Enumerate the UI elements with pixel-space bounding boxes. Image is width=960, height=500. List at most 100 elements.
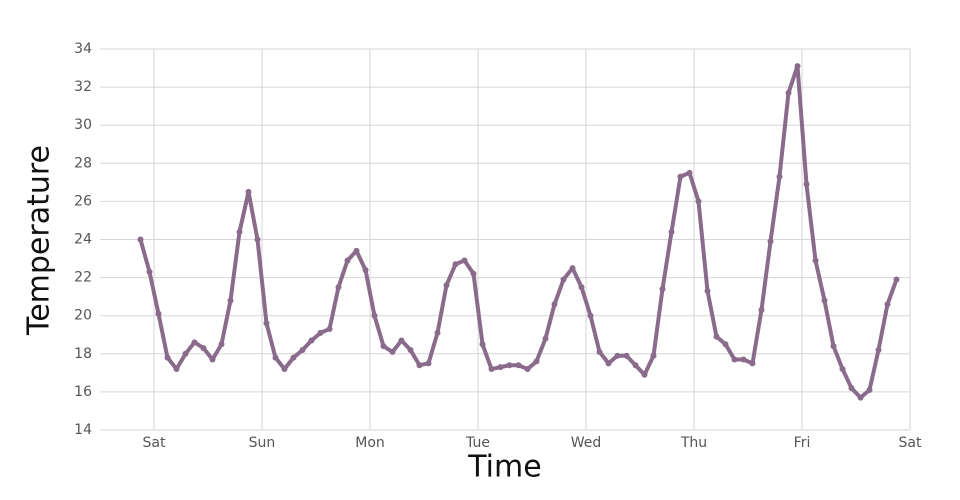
- x-tick-label: Fri: [794, 435, 811, 451]
- data-point: [362, 266, 369, 273]
- x-tick-label: Sun: [249, 435, 276, 451]
- data-point: [335, 284, 342, 291]
- data-point: [884, 301, 891, 308]
- data-point: [515, 362, 522, 369]
- data-point: [227, 297, 234, 304]
- y-tick-label: 30: [74, 117, 92, 133]
- y-tick-label: 20: [74, 308, 92, 324]
- data-point: [281, 366, 288, 373]
- data-point: [542, 335, 549, 342]
- data-point: [659, 286, 666, 293]
- y-tick-label: 24: [74, 232, 92, 248]
- data-point: [263, 320, 270, 327]
- x-tick-label: Wed: [571, 435, 602, 451]
- y-tick-label: 28: [74, 155, 92, 171]
- y-tick-label: 14: [74, 422, 92, 438]
- data-point: [614, 352, 621, 359]
- data-point: [785, 89, 792, 96]
- data-point: [407, 346, 414, 353]
- data-point: [308, 337, 315, 344]
- data-point: [704, 287, 711, 294]
- data-point: [326, 326, 333, 333]
- data-point: [380, 343, 387, 350]
- y-tick-label: 22: [74, 270, 92, 286]
- data-point: [317, 329, 324, 336]
- data-point: [641, 371, 648, 378]
- line: [138, 64, 899, 400]
- y-tick-label: 26: [74, 193, 92, 209]
- data-point: [695, 198, 702, 205]
- data-point: [731, 356, 738, 363]
- data-point: [866, 386, 873, 393]
- data-point: [749, 360, 756, 367]
- data-point: [236, 228, 243, 235]
- data-point: [803, 181, 810, 188]
- data-point: [290, 354, 297, 361]
- data-point: [830, 343, 837, 350]
- y-tick-label: 16: [74, 384, 92, 400]
- data-point: [848, 385, 855, 392]
- data-point: [578, 284, 585, 291]
- data-point: [776, 173, 783, 180]
- data-point: [200, 345, 207, 352]
- data-point: [758, 306, 765, 313]
- data-point: [677, 173, 684, 180]
- y-axis-title: Temperature: [22, 145, 57, 336]
- data-point: [479, 341, 486, 348]
- data-point: [551, 301, 558, 308]
- data-point: [632, 362, 639, 369]
- data-point: [398, 337, 405, 344]
- data-point: [857, 394, 864, 401]
- data-point: [416, 362, 423, 369]
- data-point: [155, 310, 162, 317]
- data-point: [488, 366, 495, 373]
- x-tick-label: Thu: [680, 435, 707, 451]
- data-point: [452, 261, 459, 268]
- data-point: [353, 247, 360, 254]
- x-tick-label: Sat: [143, 435, 166, 451]
- data-point: [218, 341, 225, 348]
- data-point: [245, 188, 252, 195]
- data-point: [497, 364, 504, 371]
- data-point: [560, 276, 567, 283]
- data-point: [596, 348, 603, 355]
- data-point: [605, 360, 612, 367]
- y-tick-label: 32: [74, 79, 92, 95]
- data-point: [173, 366, 180, 373]
- data-point: [209, 356, 216, 363]
- data-point: [587, 312, 594, 319]
- data-point: [344, 257, 351, 264]
- data-point: [722, 341, 729, 348]
- data-point: [506, 362, 513, 369]
- data-point: [461, 257, 468, 264]
- data-point: [839, 366, 846, 373]
- data-point: [146, 268, 153, 275]
- x-tick-label: Sat: [899, 435, 922, 451]
- data-point: [821, 297, 828, 304]
- data-point: [524, 366, 531, 373]
- data-point: [875, 346, 882, 353]
- data-point: [767, 238, 774, 245]
- data-point: [794, 63, 801, 70]
- data-point: [299, 346, 306, 353]
- data-point: [272, 354, 279, 361]
- data-point: [668, 228, 675, 235]
- data-point: [254, 236, 261, 243]
- data-point: [425, 360, 432, 367]
- data-point: [533, 358, 540, 365]
- data-point: [623, 352, 630, 359]
- data-point: [812, 257, 819, 264]
- y-tick-label: 34: [74, 41, 92, 57]
- data-point: [650, 352, 657, 359]
- data-point: [371, 312, 378, 319]
- x-axis-title: Time: [467, 450, 541, 485]
- data-point: [434, 329, 441, 336]
- data-point: [182, 350, 189, 357]
- data-point: [191, 339, 198, 346]
- x-tick-label: Mon: [355, 435, 385, 451]
- y-tick-label: 18: [74, 346, 92, 362]
- data-point: [470, 270, 477, 277]
- data-point: [893, 276, 900, 283]
- x-tick-label: Tue: [465, 435, 490, 451]
